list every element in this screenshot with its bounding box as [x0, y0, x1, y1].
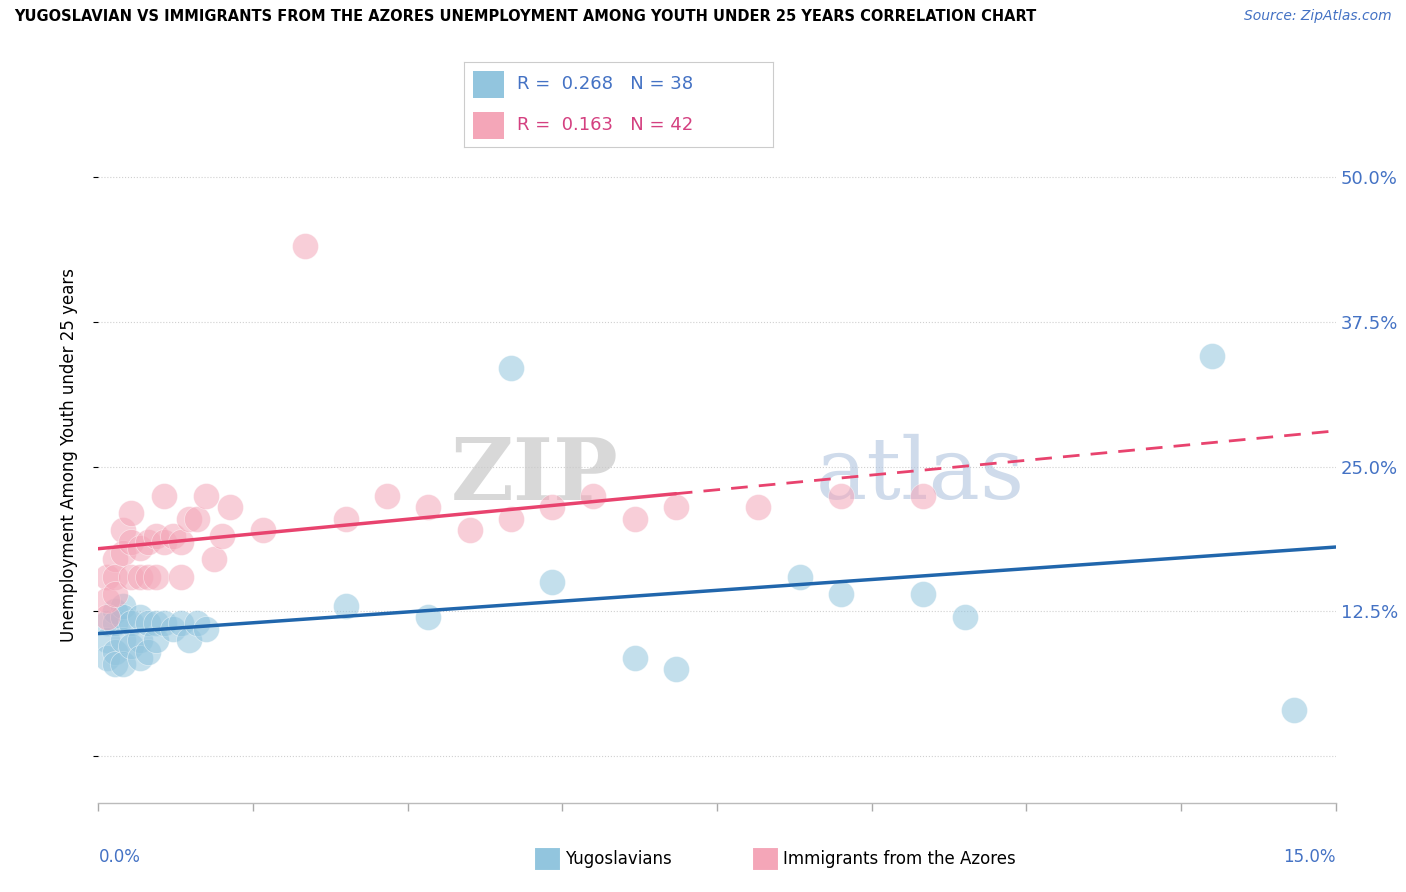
Point: [104, 645, 127, 659]
Text: 0.0%: 0.0%: [98, 848, 141, 866]
Point: [162, 622, 184, 636]
Point: [120, 570, 142, 584]
Point: [375, 489, 398, 503]
Point: [582, 489, 605, 503]
Point: [96, 570, 118, 584]
Point: [120, 534, 142, 549]
Point: [104, 605, 127, 619]
Point: [153, 615, 176, 630]
Point: [104, 570, 127, 584]
Point: [96, 633, 118, 648]
Text: R =  0.268   N = 38: R = 0.268 N = 38: [516, 76, 693, 94]
Point: [665, 500, 688, 514]
Point: [136, 534, 159, 549]
Point: [112, 610, 135, 624]
Point: [96, 592, 118, 607]
Point: [136, 645, 159, 659]
Point: [830, 489, 852, 503]
Point: [541, 500, 564, 514]
Point: [665, 662, 688, 677]
Point: [499, 512, 522, 526]
Point: [145, 633, 167, 648]
Point: [747, 500, 769, 514]
Text: R =  0.163   N = 42: R = 0.163 N = 42: [516, 116, 693, 134]
Point: [104, 552, 127, 566]
FancyBboxPatch shape: [474, 71, 505, 98]
Point: [499, 361, 522, 376]
Point: [219, 500, 242, 514]
Point: [211, 529, 233, 543]
Point: [128, 570, 150, 584]
Point: [104, 587, 127, 601]
Point: [194, 622, 217, 636]
Text: YUGOSLAVIAN VS IMMIGRANTS FROM THE AZORES UNEMPLOYMENT AMONG YOUTH UNDER 25 YEAR: YUGOSLAVIAN VS IMMIGRANTS FROM THE AZORE…: [14, 9, 1036, 24]
Point: [104, 657, 127, 671]
Point: [789, 570, 811, 584]
Text: Immigrants from the Azores: Immigrants from the Azores: [783, 850, 1017, 868]
Point: [418, 610, 440, 624]
Point: [170, 534, 193, 549]
Point: [179, 633, 201, 648]
Point: [623, 512, 645, 526]
Point: [153, 534, 176, 549]
Point: [153, 489, 176, 503]
Point: [335, 599, 357, 613]
Point: [136, 615, 159, 630]
Point: [96, 651, 118, 665]
Point: [912, 489, 935, 503]
Point: [1201, 350, 1223, 364]
Point: [335, 512, 357, 526]
FancyBboxPatch shape: [474, 112, 505, 139]
Point: [128, 633, 150, 648]
Point: [541, 575, 564, 590]
Point: [145, 615, 167, 630]
Point: [128, 541, 150, 555]
Point: [120, 506, 142, 520]
Point: [120, 615, 142, 630]
Point: [953, 610, 976, 624]
Point: [145, 570, 167, 584]
Point: [252, 523, 274, 537]
Point: [186, 512, 208, 526]
Point: [170, 570, 193, 584]
Text: ZIP: ZIP: [450, 434, 619, 517]
Point: [194, 489, 217, 503]
Point: [186, 615, 208, 630]
Point: [136, 570, 159, 584]
Point: [179, 512, 201, 526]
Point: [458, 523, 481, 537]
Point: [623, 651, 645, 665]
Point: [112, 599, 135, 613]
Point: [145, 529, 167, 543]
Point: [128, 651, 150, 665]
Point: [96, 615, 118, 630]
Point: [120, 639, 142, 653]
Point: [112, 657, 135, 671]
Point: [104, 615, 127, 630]
Point: [112, 523, 135, 537]
Text: Source: ZipAtlas.com: Source: ZipAtlas.com: [1244, 9, 1392, 23]
Point: [294, 239, 316, 253]
Point: [112, 546, 135, 561]
Point: [112, 633, 135, 648]
Text: 15.0%: 15.0%: [1284, 848, 1336, 866]
Text: Yugoslavians: Yugoslavians: [565, 850, 672, 868]
Point: [1284, 703, 1306, 717]
Point: [830, 587, 852, 601]
Point: [912, 587, 935, 601]
Text: atlas: atlas: [815, 434, 1025, 517]
Point: [202, 552, 225, 566]
Point: [170, 615, 193, 630]
Point: [418, 500, 440, 514]
Point: [162, 529, 184, 543]
Y-axis label: Unemployment Among Youth under 25 years: Unemployment Among Youth under 25 years: [59, 268, 77, 642]
Point: [128, 610, 150, 624]
Point: [96, 610, 118, 624]
